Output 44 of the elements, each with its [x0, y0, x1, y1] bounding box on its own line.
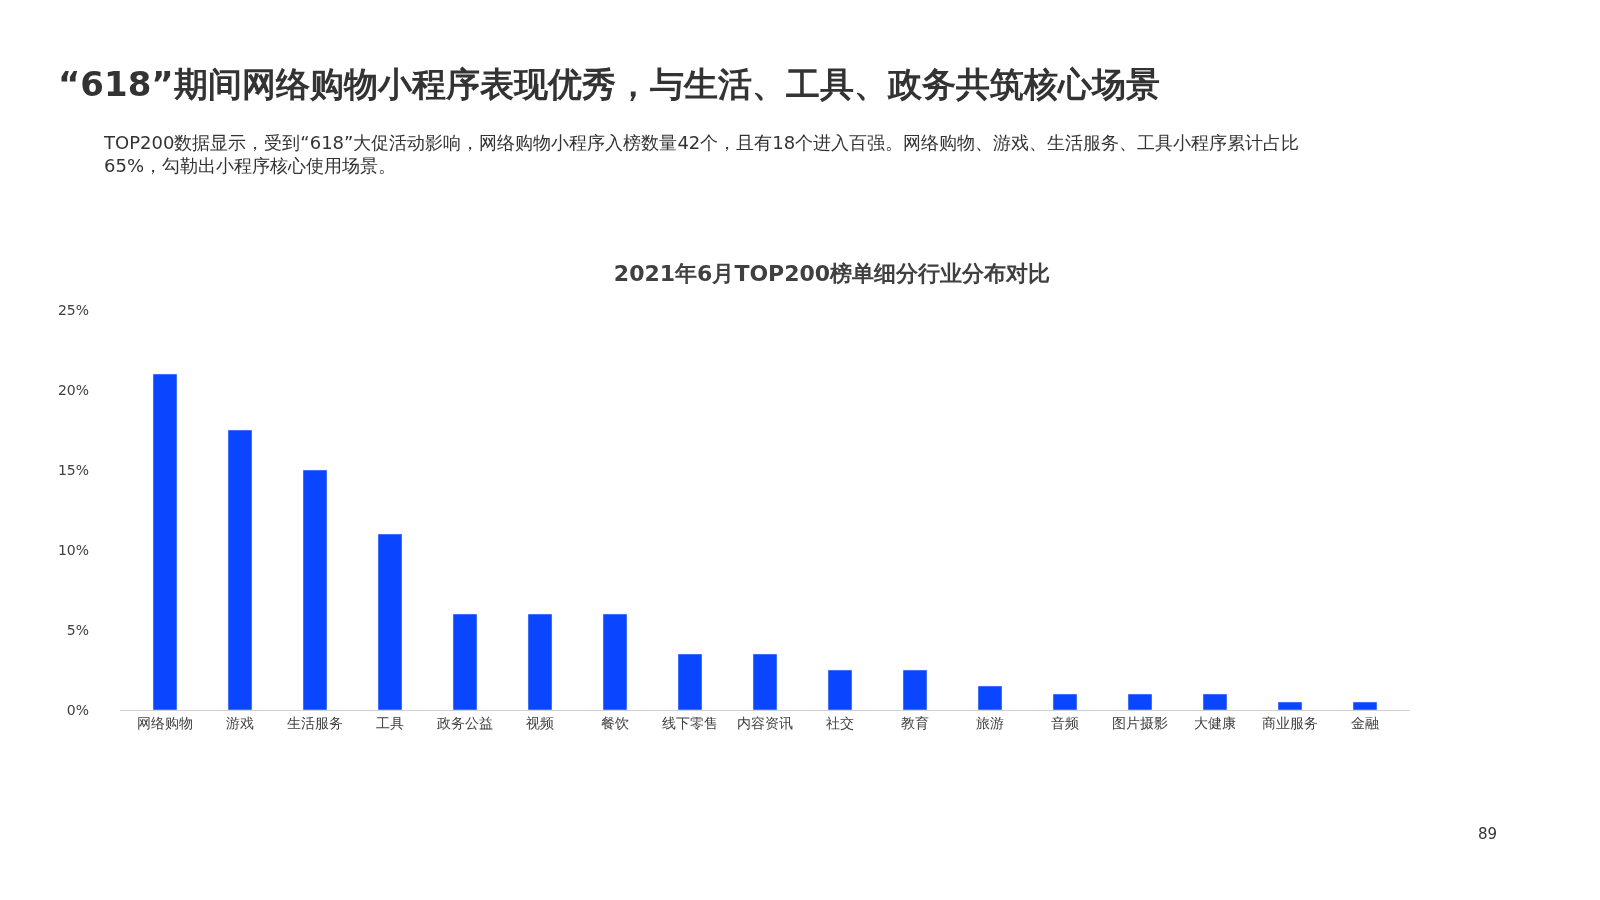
- x-tick-label: 音频: [1051, 714, 1079, 731]
- bar: [677, 653, 703, 710]
- bar: [902, 669, 928, 710]
- y-tick-label: 0%: [66, 701, 89, 718]
- text: 89: [1478, 825, 1498, 843]
- bar: [1352, 701, 1378, 710]
- y-tick-label: 20%: [57, 381, 89, 398]
- y-tick-label: 10%: [57, 541, 89, 558]
- bar: [227, 429, 253, 710]
- bar: [452, 613, 478, 710]
- chart-subtitle: “618”期间网络购物小程序表现优秀，与生活、工具、政务共筑核心场景: [58, 64, 1160, 104]
- bar: [1277, 701, 1303, 710]
- x-tick-label: 内容资讯: [737, 714, 793, 731]
- x-tick-label: 旅游: [976, 714, 1004, 731]
- x-tick-label: 大健康: [1194, 714, 1236, 731]
- bar: [1052, 693, 1078, 710]
- x-tick-label: 教育: [901, 714, 929, 731]
- bar: [977, 685, 1003, 710]
- bar: [152, 373, 178, 710]
- bar: [752, 653, 778, 710]
- bar: [377, 533, 403, 710]
- bar: [302, 469, 328, 710]
- x-tick-label: 社交: [826, 714, 854, 731]
- y-tick-label: 15%: [57, 461, 89, 478]
- x-tick-label: 工具: [376, 714, 404, 731]
- text: TOP200数据显示，受到“618”大促活动影响，网络购物小程序入榜数量42个，且有18个进入百强。网络购物、游戏、生活服务、工具小程序累计占比65%，勾勒出小程序核心使用场景。: [103, 132, 1300, 177]
- bar: [602, 613, 628, 710]
- x-tick-label: 生活服务: [287, 714, 343, 731]
- x-tick-label: 网络购物: [137, 714, 193, 731]
- x-tick-label: 线下零售: [662, 714, 718, 731]
- bar: [827, 669, 853, 710]
- bar: [527, 613, 553, 710]
- chart-title: 2021年6月TOP200榜单细分行业分布对比: [613, 260, 1051, 286]
- x-tick-label: 餐饮: [601, 714, 629, 731]
- y-tick-label: 25%: [57, 301, 89, 318]
- x-tick-label: 政务公益: [437, 714, 493, 731]
- y-tick-label: 5%: [66, 621, 89, 638]
- bar: [1127, 693, 1153, 710]
- x-tick-label: 金融: [1351, 714, 1379, 731]
- x-tick-label: 商业服务: [1262, 714, 1318, 731]
- x-tick-label: 视频: [526, 714, 554, 731]
- bar: [1202, 693, 1228, 710]
- x-tick-label: 游戏: [226, 714, 254, 731]
- x-tick-label: 图片摄影: [1112, 714, 1168, 731]
